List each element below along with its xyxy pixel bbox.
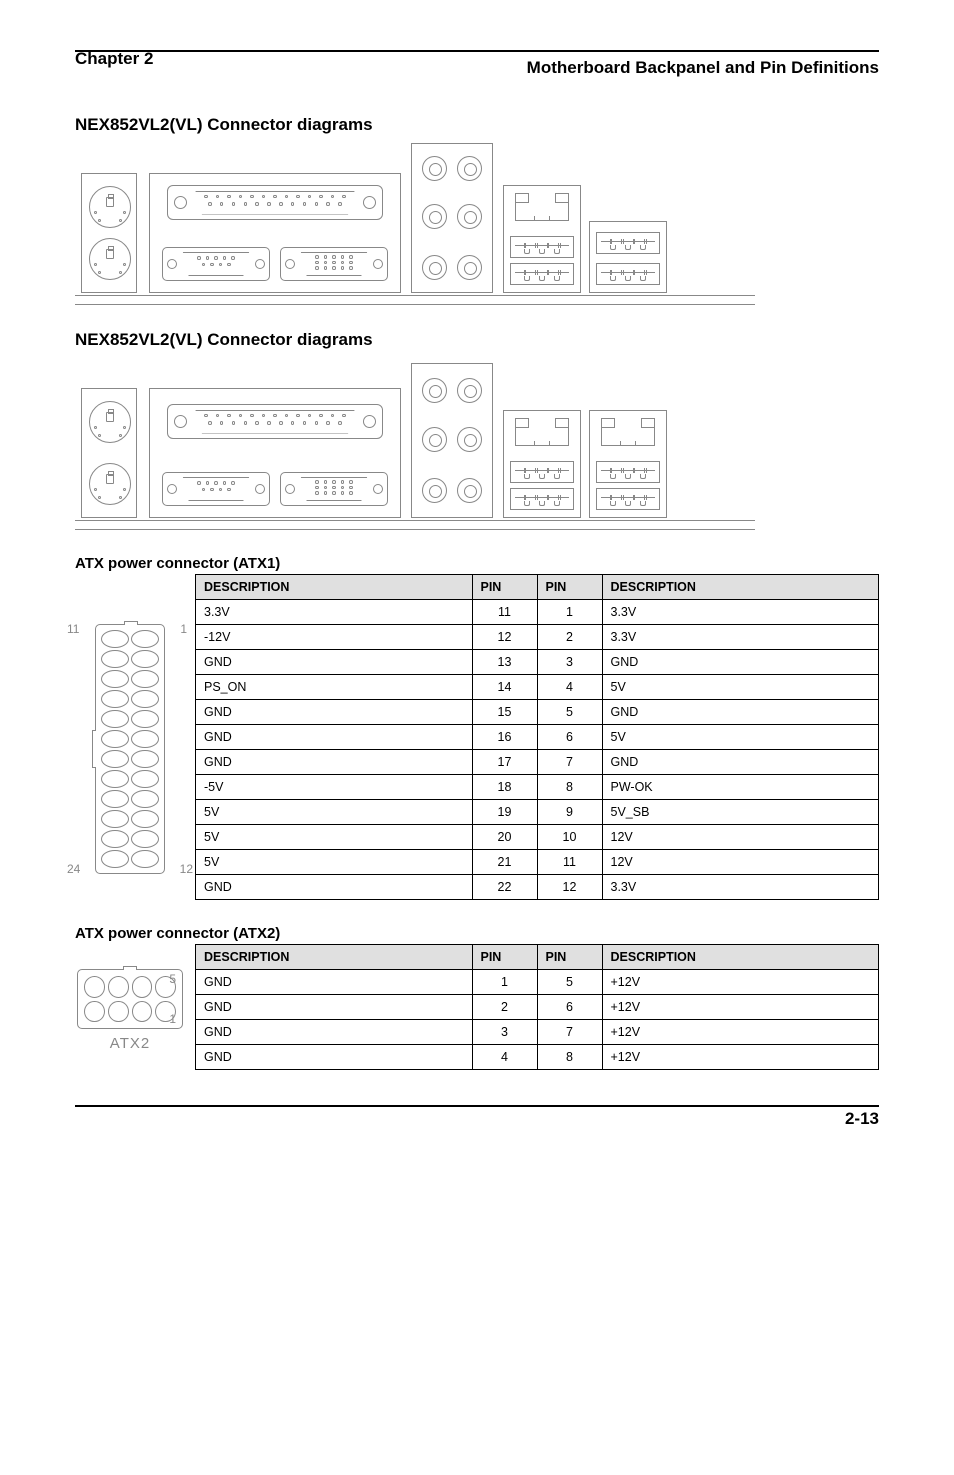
rear-surround-jack <box>422 378 447 403</box>
usb-port <box>596 232 660 254</box>
usb-port <box>510 236 574 258</box>
atx1-diagram: 11 1 24 12 <box>75 624 185 874</box>
audio-block <box>411 143 493 293</box>
vga-port <box>280 472 388 506</box>
usb-port <box>510 461 574 483</box>
atx2-pinout-table: DESCRIPTIONPINPINDESCRIPTIONGND15+12VGND… <box>195 944 879 1070</box>
audio-jack <box>422 478 447 503</box>
audio-block <box>411 363 493 518</box>
com1-port <box>162 472 270 506</box>
parallel-port <box>167 404 383 439</box>
atx2-section: 5 1 ATX2 DESCRIPTIONPINPINDESCRIPTIONGND… <box>75 944 879 1070</box>
usb-port <box>510 263 574 285</box>
usb-port <box>596 488 660 510</box>
usb-port <box>596 461 660 483</box>
rear-surround-jack <box>422 204 447 229</box>
lineout-jack <box>422 427 447 452</box>
linein-jack <box>457 378 482 403</box>
lan2-port <box>601 418 655 448</box>
mouse-port <box>89 238 131 280</box>
usb-block-2 <box>589 221 667 293</box>
parallel-block <box>149 173 401 293</box>
atx1-pinout-table: DESCRIPTIONPINPINDESCRIPTION3.3V1113.3V-… <box>195 574 879 900</box>
lan-usb-block-1 <box>503 185 581 293</box>
center-jack <box>457 156 482 181</box>
atx2-title: ATX power connector (ATX2) <box>75 925 879 942</box>
parallel-port <box>167 185 383 220</box>
keyboard-port <box>89 401 131 443</box>
mic-jack <box>457 427 482 452</box>
lan-port <box>515 193 569 223</box>
section-title-2: NEX852VL2(VL) Connector diagrams <box>75 330 879 350</box>
audio-jack <box>457 478 482 503</box>
lan1-port <box>515 418 569 448</box>
connector-panel-2 <box>75 360 755 530</box>
atx1-title: ATX power connector (ATX1) <box>75 555 879 572</box>
lan2-usb-block <box>589 410 667 518</box>
usb-port <box>510 488 574 510</box>
keyboard-port <box>89 186 131 228</box>
side-surround-jack <box>422 156 447 181</box>
atx2-diagram: 5 1 ATX2 <box>75 969 185 1052</box>
ps2-block <box>81 173 137 293</box>
mouse-port <box>89 463 131 505</box>
ps2-block <box>81 388 137 518</box>
mic-jack <box>457 255 482 280</box>
lineout-jack <box>422 255 447 280</box>
parallel-block <box>149 388 401 518</box>
section-title-1: NEX852VL2(VL) Connector diagrams <box>75 115 879 135</box>
page-number: 2-13 <box>75 1109 879 1129</box>
connector-panel-1 <box>75 145 755 305</box>
atx1-section: 11 1 24 12 DESCRIPTIONPINPINDESC <box>75 574 879 900</box>
com1-port <box>162 247 270 281</box>
page-title: Motherboard Backpanel and Pin Definition… <box>75 58 879 78</box>
lan1-usb-block <box>503 410 581 518</box>
vga-port <box>280 247 388 281</box>
linein-jack <box>457 204 482 229</box>
usb-port <box>596 263 660 285</box>
